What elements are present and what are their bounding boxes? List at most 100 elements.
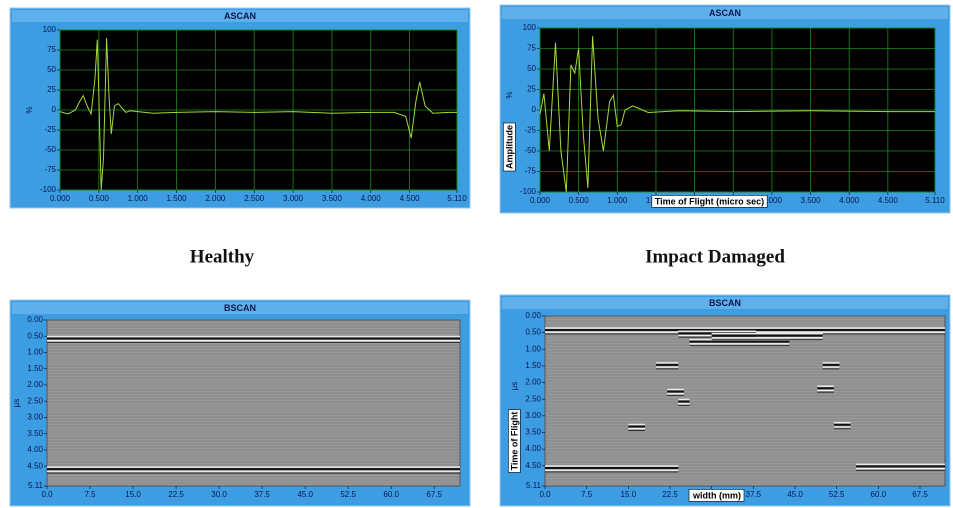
y-tick-label: 1.00 bbox=[27, 348, 43, 357]
y-tick-label: 3.00 bbox=[525, 411, 541, 420]
x-axis-label: width (mm) bbox=[692, 490, 741, 500]
panel-title: BSCAN bbox=[224, 303, 256, 313]
x-tick-label: 2.000 bbox=[205, 194, 226, 203]
y-tick-label: 0.00 bbox=[525, 311, 541, 320]
y-tick-label: 4.00 bbox=[525, 444, 541, 453]
x-tick-label: 60.0 bbox=[383, 490, 399, 499]
y-tick-label: 3.50 bbox=[27, 429, 43, 438]
reflector bbox=[822, 362, 840, 370]
x-tick-label: 1.000 bbox=[128, 194, 149, 203]
x-tick-label: 7.5 bbox=[581, 490, 593, 499]
y-tick-label: -100 bbox=[40, 185, 57, 194]
y-tick-label: 50 bbox=[47, 65, 56, 74]
x-tick-label: 0.500 bbox=[89, 194, 110, 203]
x-tick-label: 7.5 bbox=[84, 490, 96, 499]
x-tick-label: 67.5 bbox=[912, 490, 928, 499]
x-tick-label: 67.5 bbox=[426, 490, 442, 499]
y-tick-label: 5.11 bbox=[28, 481, 44, 490]
y-tick-label: -50 bbox=[524, 146, 536, 155]
title-bar bbox=[12, 10, 468, 22]
x-tick-label: 3.500 bbox=[322, 194, 343, 203]
y-tick-label: 50 bbox=[527, 64, 536, 73]
x-tick-label: 2.500 bbox=[244, 194, 265, 203]
y-tick-label: 0 bbox=[52, 105, 57, 114]
y-tick-label: 1.50 bbox=[27, 364, 43, 373]
y-tick-label: 0.50 bbox=[27, 331, 43, 340]
y-tick-label: -25 bbox=[524, 126, 536, 135]
x-axis-label: Time of Flight (micro sec) bbox=[655, 196, 764, 206]
y-tick-label: -25 bbox=[44, 125, 56, 134]
reflector bbox=[667, 388, 684, 397]
label-box bbox=[651, 195, 768, 208]
y-tick-label: 2.50 bbox=[27, 396, 43, 405]
x-tick-label: 37.5 bbox=[254, 490, 270, 499]
plot-area bbox=[46, 319, 461, 487]
reflector bbox=[656, 362, 679, 370]
x-tick-label: 22.5 bbox=[168, 490, 184, 499]
y-axis-label: Amplitude bbox=[504, 125, 514, 169]
title-bar bbox=[12, 302, 468, 314]
y-tick-label: 5.11 bbox=[526, 481, 542, 490]
x-tick-label: 60.0 bbox=[871, 490, 887, 499]
y-tick-label: 0.50 bbox=[525, 328, 541, 337]
x-tick-label: 1.000 bbox=[607, 196, 628, 205]
x-tick-label: 0.0 bbox=[539, 490, 551, 499]
x-tick-label: 1.500 bbox=[167, 194, 188, 203]
y-tick-label: 3.50 bbox=[525, 428, 541, 437]
x-tick-label: 0.500 bbox=[569, 196, 590, 205]
waveform bbox=[59, 37, 457, 191]
x-tick-label: 22.5 bbox=[662, 490, 678, 499]
x-tick-label: 5.110 bbox=[447, 194, 467, 203]
y-tick-label: 25 bbox=[47, 85, 56, 94]
x-tick-label: 15.0 bbox=[621, 490, 637, 499]
x-tick-label: 5.110 bbox=[925, 196, 945, 205]
title-bar bbox=[502, 297, 948, 309]
y-tick-label: 0 bbox=[532, 105, 537, 114]
panel-title: ASCAN bbox=[224, 11, 256, 21]
reflector bbox=[833, 422, 851, 430]
reflector bbox=[47, 466, 460, 474]
reflector bbox=[47, 335, 460, 343]
x-tick-label: 3.000 bbox=[762, 196, 783, 205]
label-box bbox=[688, 489, 745, 502]
y-tick-label: 4.50 bbox=[27, 461, 43, 470]
panel-title: BSCAN bbox=[709, 298, 741, 308]
x-tick-label: 0.000 bbox=[50, 194, 71, 203]
y-tick-label: 2.50 bbox=[525, 394, 541, 403]
x-tick-label: 3.000 bbox=[283, 194, 304, 203]
x-tick-label: 45.0 bbox=[787, 490, 803, 499]
y-tick-label: 25 bbox=[527, 85, 536, 94]
y-tick-label: 1.00 bbox=[525, 344, 541, 353]
y-tick-label: 100 bbox=[523, 23, 537, 32]
reflector bbox=[856, 463, 945, 471]
x-tick-label: 0.0 bbox=[41, 490, 53, 499]
y-tick-label: 3.00 bbox=[27, 413, 43, 422]
y-axis-label: % bbox=[25, 106, 34, 113]
reflector bbox=[628, 423, 645, 431]
reflector bbox=[545, 465, 679, 473]
y-tick-label: -75 bbox=[44, 165, 56, 174]
y-tick-label: 2.00 bbox=[525, 378, 541, 387]
caption: Healthy bbox=[190, 246, 255, 267]
x-tick-label: 52.5 bbox=[829, 490, 845, 499]
caption: Impact Damaged bbox=[645, 246, 785, 267]
y-tick-label: 4.50 bbox=[525, 461, 541, 470]
y-tick-label: 0.00 bbox=[27, 315, 43, 324]
y-axis-label: % bbox=[505, 91, 514, 98]
y-axis-label: µs bbox=[510, 382, 519, 391]
y-tick-label: 1.50 bbox=[525, 361, 541, 370]
x-tick-label: 3.500 bbox=[801, 196, 822, 205]
waveform bbox=[539, 36, 935, 193]
x-tick-label: 4.000 bbox=[839, 196, 860, 205]
reflector bbox=[711, 332, 823, 341]
x-tick-label: 15.0 bbox=[125, 490, 141, 499]
label-box bbox=[503, 122, 516, 172]
reflector bbox=[678, 398, 690, 406]
y-tick-label: 100 bbox=[43, 25, 57, 34]
label-box bbox=[508, 409, 521, 473]
x-tick-label: 4.500 bbox=[400, 194, 421, 203]
y-axis-label: µs bbox=[12, 399, 21, 408]
x-tick-label: 52.5 bbox=[340, 490, 356, 499]
x-tick-label: 0.000 bbox=[530, 196, 551, 205]
